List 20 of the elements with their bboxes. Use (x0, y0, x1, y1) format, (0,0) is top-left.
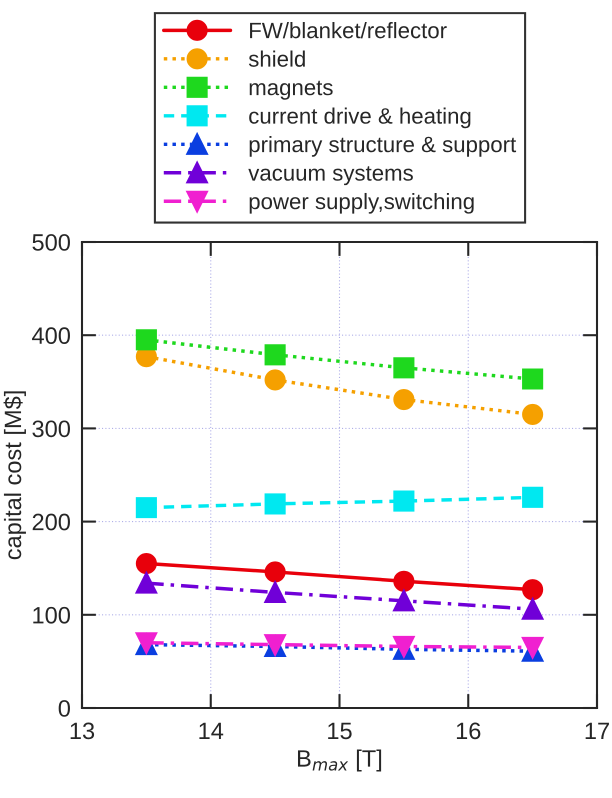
legend-label: primary structure & support (250, 136, 516, 157)
x-tick-label: 15 (328, 722, 352, 740)
x-tick-label: 16 (456, 722, 480, 740)
y-tick-label: 200 (32, 514, 70, 530)
x-tick-label: 14 (199, 722, 224, 739)
legend-label: current drive & heating (249, 107, 470, 128)
y-tick-label: 300 (32, 420, 70, 438)
x-tick-label: 17 (586, 722, 609, 739)
y-tick-label: 100 (33, 606, 70, 624)
legend-label: magnets (250, 80, 333, 100)
y-tick-label: 400 (32, 327, 70, 344)
x-tick-label: 13 (70, 722, 94, 740)
legend-label: FW/blanket/reflector (250, 22, 447, 38)
y-axis-title: capital cost [M$] (4, 391, 26, 560)
x-axis-title: B$_{max}$ [T] (298, 749, 382, 772)
legend-label: vacuum systems (248, 166, 413, 186)
legend-label: shield (248, 50, 305, 67)
y-tick-label: 500 (32, 234, 70, 251)
legend-label: power supply,switching (250, 192, 474, 214)
y-tick-label: 0 (58, 700, 70, 717)
